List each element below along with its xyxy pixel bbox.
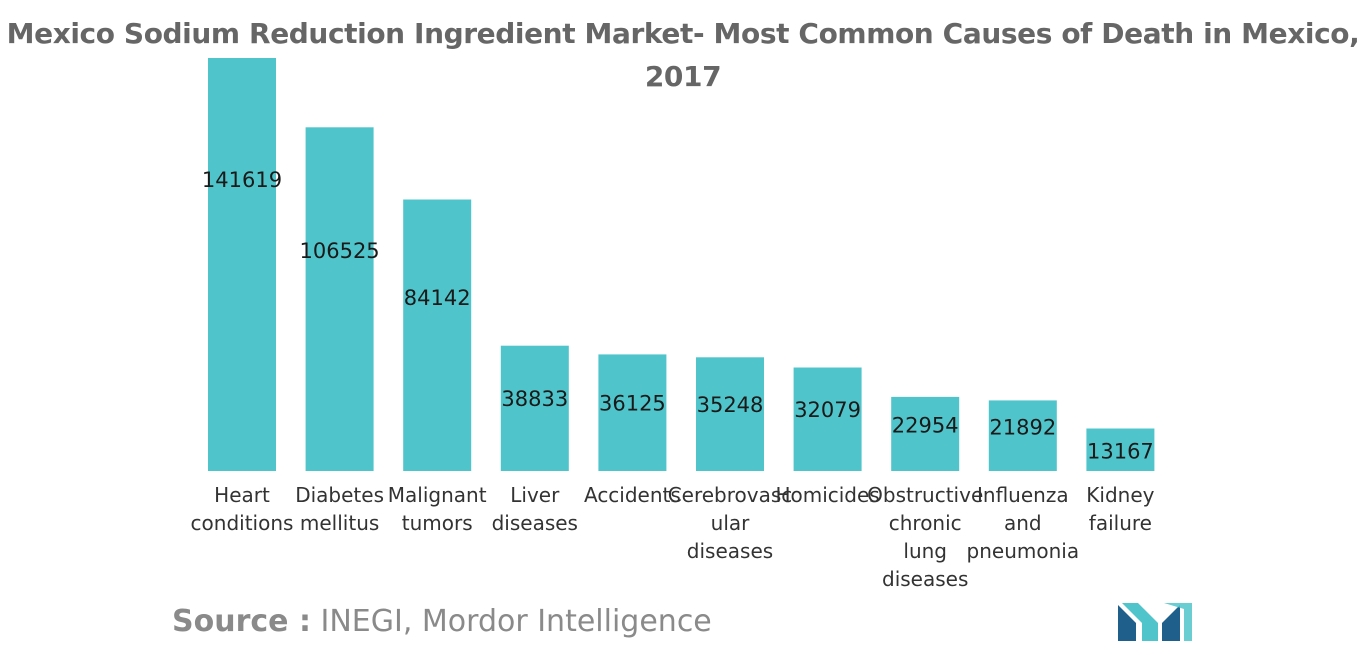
category-label-6: Homicides	[775, 483, 879, 507]
bar-7	[891, 396, 960, 471]
bar-4	[598, 354, 667, 471]
bar-value-label-1: 106525	[300, 239, 380, 263]
logo-left-stroke	[1118, 605, 1136, 641]
bar-value-label-6: 32079	[794, 398, 861, 422]
category-label-4: Accidents	[584, 483, 681, 507]
bar-1	[305, 127, 374, 472]
bar-value-label-9: 13167	[1087, 440, 1154, 464]
category-label-1: Diabetes mellitus	[295, 483, 384, 535]
bar-value-label-4: 36125	[599, 391, 666, 415]
bar-9	[1086, 428, 1155, 471]
bar-value-label-3: 38833	[501, 387, 568, 411]
bar-value-labels: 141619 106525 84142 38833 36125 35248 32079 229…	[202, 168, 1154, 464]
logo-middle-stroke	[1122, 603, 1158, 641]
bars-group	[208, 58, 1155, 472]
chart-title: Mexico Sodium Reduction Ingredient Marke…	[6, 17, 1360, 93]
bar-value-label-2: 84142	[404, 286, 471, 310]
logo-right-accent	[1164, 603, 1192, 641]
category-label-3: Liver diseases	[492, 483, 578, 535]
source-prefix: Source :	[172, 604, 311, 639]
bar-0	[208, 58, 276, 471]
bar-8	[988, 400, 1057, 471]
bar-6	[793, 367, 862, 471]
category-label-7: Obstructive chronic lung diseases	[867, 483, 983, 591]
category-label-5: Cerebrovasc ular diseases	[668, 483, 793, 563]
bar-chart: 141619 106525 84142 38833 36125 35248 32079 229…	[191, 58, 1155, 591]
bar-value-label-8: 21892	[989, 415, 1056, 439]
category-label-9: Kidney failure	[1086, 483, 1154, 535]
bar-2	[403, 199, 472, 471]
category-label-2: Malignant tumors	[388, 483, 487, 535]
bar-5	[696, 357, 764, 471]
bar-value-label-7: 22954	[892, 414, 959, 438]
source-line: Source : INEGI, Mordor Intelligence	[172, 604, 712, 639]
mordor-intelligence-logo	[1118, 603, 1192, 641]
category-label-0: Heart conditions	[191, 483, 294, 535]
category-label-8: Influenza and pneumonia	[967, 483, 1080, 563]
source-text: INEGI, Mordor Intelligence	[310, 604, 712, 639]
bar-value-label-0: 141619	[202, 168, 282, 192]
bar-3	[500, 345, 569, 471]
bar-value-label-5: 35248	[697, 393, 764, 417]
logo-right-stroke	[1162, 605, 1180, 641]
